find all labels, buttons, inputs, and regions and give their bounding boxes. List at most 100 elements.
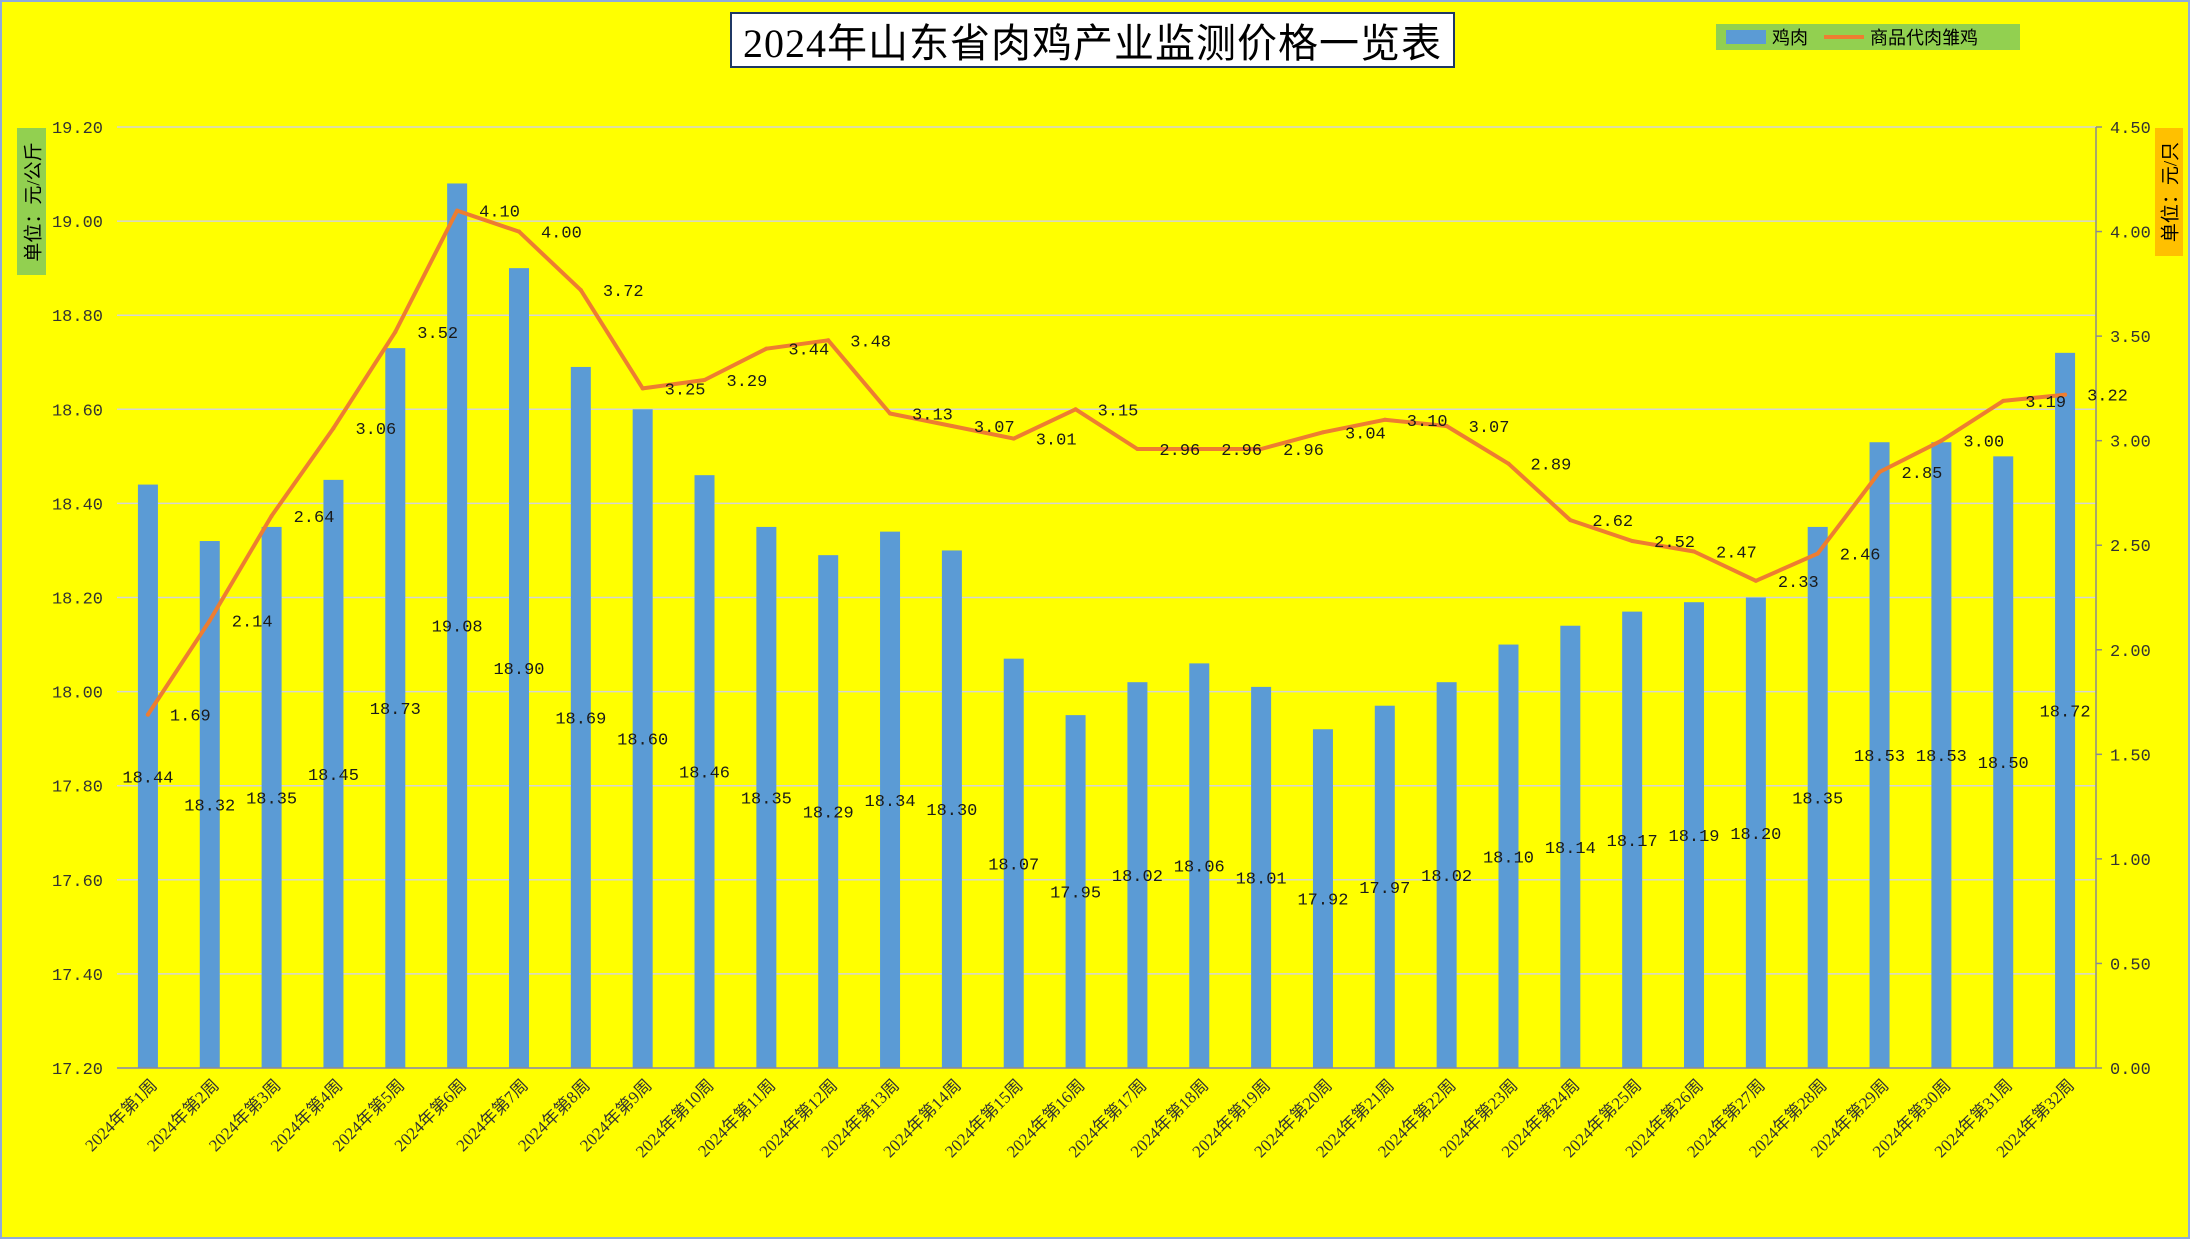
line-value-label: 3.22 [2087, 388, 2128, 407]
bar-value-label: 18.29 [803, 805, 854, 824]
line-value-label: 2.64 [294, 509, 335, 528]
bar-value-label: 18.17 [1607, 833, 1658, 852]
bar [447, 183, 468, 1068]
line-point [1692, 549, 1697, 554]
bar-value-label: 18.02 [1421, 868, 1472, 887]
left-tick-label: 19.20 [52, 120, 103, 139]
bar-value-label: 18.50 [1978, 755, 2029, 774]
line-point [207, 618, 212, 623]
left-tick-label: 17.40 [52, 967, 103, 986]
gridlines [117, 126, 2096, 1069]
bar [508, 268, 529, 1068]
line-point [1506, 461, 1511, 466]
line-point [1320, 430, 1325, 435]
line-point [516, 229, 521, 234]
line-point [764, 346, 769, 351]
bar-series-chicken-meat [137, 183, 2076, 1069]
line-value-label: 3.00 [1963, 434, 2004, 453]
line-value-label: 3.44 [788, 342, 829, 361]
legend-label-chicken-meat: 鸡肉 [1772, 28, 1808, 48]
line-value-label: 3.04 [1345, 425, 1386, 444]
bar [1807, 526, 1828, 1068]
bar [632, 409, 653, 1068]
bar-value-label: 18.69 [555, 710, 606, 729]
bar-value-label: 18.10 [1483, 849, 1534, 868]
right-tick-label: 4.50 [2110, 120, 2151, 139]
line-value-label: 3.48 [850, 333, 891, 352]
bar [570, 366, 591, 1069]
left-tick-label: 18.80 [52, 308, 103, 327]
bar-value-label: 18.35 [741, 790, 792, 809]
line-point [1877, 470, 1882, 475]
line-point [393, 329, 398, 334]
bar-value-label: 18.44 [122, 769, 173, 788]
bar [1498, 644, 1519, 1068]
right-tick-label: 1.50 [2110, 747, 2151, 766]
line-value-label: 4.00 [541, 225, 582, 244]
bar [199, 541, 220, 1068]
line-point [1753, 578, 1758, 583]
legend-label-chick: 商品代肉雏鸡 [1870, 28, 1978, 48]
line-point [1073, 407, 1078, 412]
bar [1993, 456, 2014, 1069]
bar-value-label: 18.46 [679, 765, 730, 784]
legend-swatch-line [1824, 35, 1864, 39]
bar-value-label: 18.45 [308, 767, 359, 786]
bar-value-labels: 18.44 18.32 18.35 18.45 18.73 19.08 18.90 18.69… [122, 619, 2090, 911]
left-axis-title-box: 单位：元/公斤 [17, 128, 46, 275]
line-value-label: 1.69 [170, 708, 211, 727]
line-point [1197, 447, 1202, 452]
left-tick-label: 17.60 [52, 873, 103, 892]
line-point [826, 338, 831, 343]
left-tick-label: 19.00 [52, 214, 103, 233]
line-value-label: 3.25 [665, 381, 706, 400]
line-value-label: 2.46 [1840, 547, 1881, 566]
line-value-label: 2.89 [1530, 457, 1571, 476]
line-point [578, 288, 583, 293]
line-value-label: 3.13 [912, 406, 953, 425]
bar-value-label: 17.95 [1050, 885, 1101, 904]
bar-value-label: 18.60 [617, 732, 668, 751]
bar-value-label: 18.53 [1854, 748, 1905, 767]
bar [385, 348, 406, 1068]
line-point [331, 426, 336, 431]
line-value-label: 3.10 [1407, 413, 1448, 432]
right-axis-ticks: 0.00 0.50 1.00 1.50 2.00 2.50 3.00 3.50 4.00 4.50 [2096, 120, 2151, 1080]
bar [818, 555, 839, 1068]
right-axis-title-box: 单位：元/只 [2155, 128, 2183, 256]
line-value-label: 3.07 [1469, 419, 1510, 438]
line-point [702, 378, 707, 383]
bar [323, 479, 344, 1068]
bar-value-label: 18.14 [1545, 840, 1596, 859]
bar-value-label: 17.92 [1297, 892, 1348, 911]
line-point [2063, 392, 2068, 397]
axes [117, 127, 2097, 1069]
bar-value-label: 18.19 [1669, 828, 1720, 847]
line-value-label: 3.72 [603, 283, 644, 302]
right-tick-label: 4.00 [2110, 225, 2151, 244]
right-tick-label: 2.00 [2110, 643, 2151, 662]
bar [1312, 729, 1333, 1068]
bar [137, 484, 158, 1069]
x-axis-labels: 2024年第1周2024年第2周2024年第3周2024年第4周2024年第5周… [81, 1076, 2078, 1162]
bar [261, 526, 282, 1068]
line-value-label: 3.07 [974, 419, 1015, 438]
line-value-label: 3.15 [1098, 402, 1139, 421]
bar-value-label: 19.08 [432, 619, 483, 638]
bar [756, 526, 777, 1068]
legend-item-chicken-meat: 鸡肉 [1726, 24, 1808, 50]
line-point [949, 424, 954, 429]
bar-value-label: 18.73 [370, 701, 421, 720]
line-value-label: 3.52 [417, 325, 458, 344]
bar [2055, 352, 2076, 1069]
line-point [455, 208, 460, 213]
line-value-label: 2.33 [1778, 574, 1819, 593]
line-point [1444, 424, 1449, 429]
bar-value-label: 18.07 [988, 856, 1039, 875]
left-axis-ticks: 17.20 17.40 17.60 17.80 18.00 18.20 18.40 18.60… [52, 120, 103, 1080]
line-series-chick [145, 208, 2068, 717]
bar [880, 531, 901, 1068]
line-value-label: 3.19 [2025, 394, 2066, 413]
